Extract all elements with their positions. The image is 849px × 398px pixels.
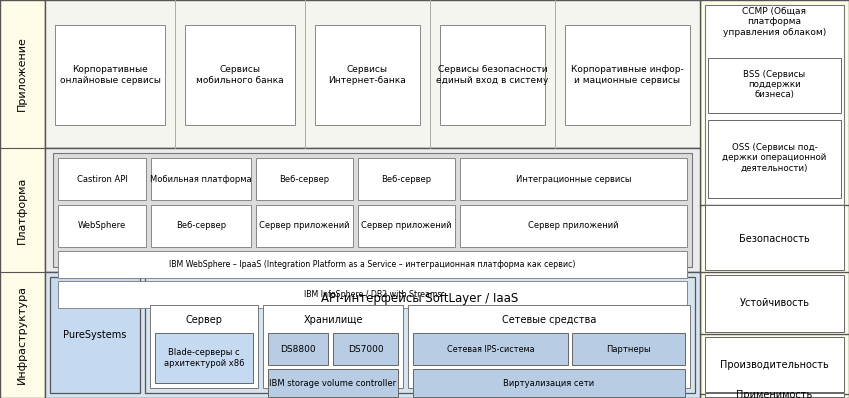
Text: Интеграционные сервисы: Интеграционные сервисы [515,174,632,183]
Text: Сервер приложений: Сервер приложений [528,222,619,230]
Text: BSS (Сервисы
поддержки
бизнеса): BSS (Сервисы поддержки бизнеса) [744,70,806,100]
Text: Платформа: Платформа [17,176,27,244]
Bar [408,305,690,388]
Text: IBM InfoSphere / DB2 with Streams: IBM InfoSphere / DB2 with Streams [304,290,441,299]
Bar [565,25,690,125]
Bar [413,369,685,397]
Text: Инфраструктура: Инфраструктура [17,285,27,384]
Text: Мобильная платформа: Мобильная платформа [150,174,252,183]
Bar [440,25,545,125]
Text: Сервер приложений: Сервер приложений [362,222,452,230]
Text: Виртуализация сети: Виртуализация сети [503,378,594,388]
Text: Сетевая IPS-система: Сетевая IPS-система [447,345,534,353]
Bar [413,333,568,365]
Bar [58,281,687,308]
Text: IBM storage volume controller: IBM storage volume controller [269,378,396,388]
Bar [150,305,258,388]
Text: Веб-сервер: Веб-сервер [176,222,226,230]
Text: Сервисы
мобильного банка: Сервисы мобильного банка [196,65,284,85]
Text: Веб-сервер: Веб-сервер [279,174,329,183]
Text: IBM WebSphere – IpaaS (Integration Platform as a Service – интеграционная платфо: IBM WebSphere – IpaaS (Integration Platf… [169,260,576,269]
Bar [58,251,687,278]
Text: Castiron API: Castiron API [76,174,127,183]
Bar [358,205,455,247]
Bar [185,25,295,125]
Bar [45,272,700,398]
Text: Безопасность: Безопасность [739,234,810,244]
Text: Применимость: Применимость [736,390,812,398]
Bar [263,305,403,388]
Text: Корпоративные инфор-
и мационные сервисы: Корпоративные инфор- и мационные сервисы [571,65,684,85]
Text: DS7000: DS7000 [348,345,383,353]
Bar [460,158,687,200]
Bar [268,333,328,365]
Bar [256,205,353,247]
Bar [45,148,700,272]
Text: Партнеры: Партнеры [606,345,651,353]
Text: OSS (Сервисы под-
держки операционной
деятельности): OSS (Сервисы под- держки операционной де… [722,143,827,173]
Bar [151,205,251,247]
Bar [572,333,685,365]
Bar [705,275,844,332]
Text: ССМР (Общая
платформа
управления облаком): ССМР (Общая платформа управления облаком… [722,7,826,37]
Text: DS8800: DS8800 [280,345,316,353]
Text: Хранилище: Хранилище [303,315,363,325]
Bar [705,205,844,270]
Bar [0,0,45,398]
Bar [58,158,146,200]
Bar [708,58,841,113]
Bar [45,0,700,148]
Text: Производительность: Производительность [720,359,829,369]
Bar [58,205,146,247]
Bar [333,333,398,365]
Bar [700,0,849,398]
Text: Приложение: Приложение [17,37,27,111]
Text: API-интерфейсы SoftLayer / IaaS: API-интерфейсы SoftLayer / IaaS [322,292,519,305]
Bar [50,277,140,393]
Bar [145,277,695,393]
Bar [155,333,253,383]
Text: WebSphere: WebSphere [78,222,127,230]
Bar [55,25,165,125]
Bar [358,158,455,200]
Bar [151,158,251,200]
Text: Сервер приложений: Сервер приложений [259,222,350,230]
Bar [53,153,692,267]
Text: Сервисы безопасности
единый вход в систему: Сервисы безопасности единый вход в систе… [436,65,548,85]
Bar [268,369,398,397]
Bar [705,393,844,397]
Bar [256,158,353,200]
Bar [708,120,841,198]
Text: Сервисы
Интернет-банка: Сервисы Интернет-банка [329,65,407,85]
Text: Сервер: Сервер [185,315,222,325]
Bar [460,205,687,247]
Text: Устойчивость: Устойчивость [739,298,809,308]
Text: Веб-сервер: Веб-сервер [381,174,431,183]
Bar [705,5,844,205]
Bar [705,337,844,392]
Text: Корпоративные
онлайновые сервисы: Корпоративные онлайновые сервисы [59,65,160,85]
Bar [315,25,420,125]
Text: Сетевые средства: Сетевые средства [502,315,596,325]
Text: Blade-серверы с
архитектурой x86: Blade-серверы с архитектурой x86 [164,348,245,368]
Text: PureSystems: PureSystems [64,330,127,340]
